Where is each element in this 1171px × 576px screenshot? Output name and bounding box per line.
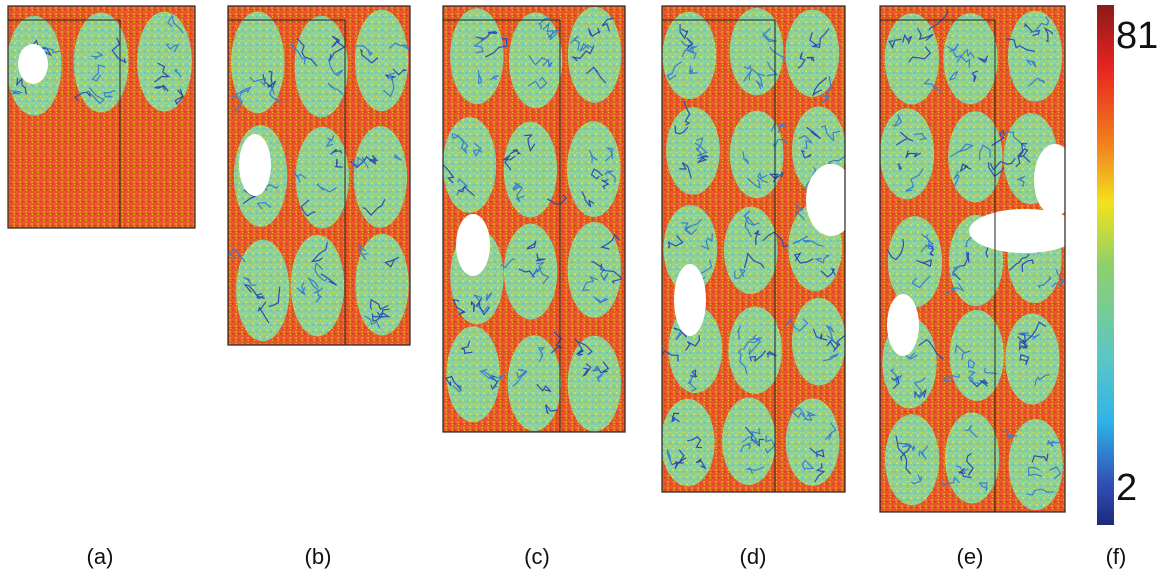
panel-content — [7, 6, 195, 228]
grain — [1008, 11, 1062, 102]
grain — [236, 240, 289, 342]
panel-content — [442, 6, 625, 432]
panel-content — [653, 6, 856, 492]
void — [887, 294, 919, 356]
panel-content — [880, 6, 1081, 512]
grain — [945, 412, 999, 503]
panel-label: (b) — [305, 544, 332, 569]
grain — [231, 12, 284, 114]
grain — [1005, 314, 1059, 405]
panel-label: (a) — [87, 544, 114, 569]
grain — [1009, 419, 1063, 510]
simulation-panel — [653, 6, 856, 492]
grain — [724, 207, 778, 294]
void — [239, 134, 271, 196]
grain — [509, 12, 562, 108]
simulation-panel — [7, 6, 195, 228]
grain — [948, 111, 1002, 202]
grain — [943, 13, 997, 104]
grain — [295, 16, 348, 118]
grain — [296, 127, 349, 229]
grain — [568, 222, 621, 318]
void — [1034, 144, 1076, 216]
grain — [950, 310, 1004, 401]
void — [806, 164, 856, 236]
panel-label: (f) — [1106, 544, 1127, 569]
grain — [661, 399, 715, 486]
grain — [354, 126, 407, 228]
grain — [443, 117, 496, 213]
grain — [355, 10, 408, 112]
grain — [885, 414, 939, 505]
panel-label: (d) — [740, 544, 767, 569]
grain — [446, 326, 499, 422]
dislocation — [488, 32, 497, 34]
panel-label: (e) — [957, 544, 984, 569]
void — [674, 264, 706, 336]
simulation-panel — [228, 6, 410, 345]
panel-label: (c) — [524, 544, 550, 569]
grain — [786, 398, 840, 485]
colorbar-max: 81 — [1116, 15, 1158, 57]
grain — [450, 8, 503, 104]
panel-content — [228, 6, 410, 345]
simulation-panel — [442, 6, 625, 432]
grain — [666, 107, 720, 194]
void — [456, 214, 490, 276]
grain — [568, 7, 621, 103]
grain — [888, 216, 942, 307]
grain — [785, 9, 839, 96]
void — [18, 44, 48, 84]
grain — [728, 306, 782, 393]
colorbar — [1097, 5, 1114, 525]
grain — [568, 336, 621, 432]
simulation-panel — [880, 6, 1081, 512]
void — [969, 209, 1081, 253]
figure: 81 2 (f) (a) (b) (c) (d) (e) — [0, 0, 1171, 576]
grain — [662, 12, 716, 99]
colorbar-min: 2 — [1116, 467, 1137, 509]
